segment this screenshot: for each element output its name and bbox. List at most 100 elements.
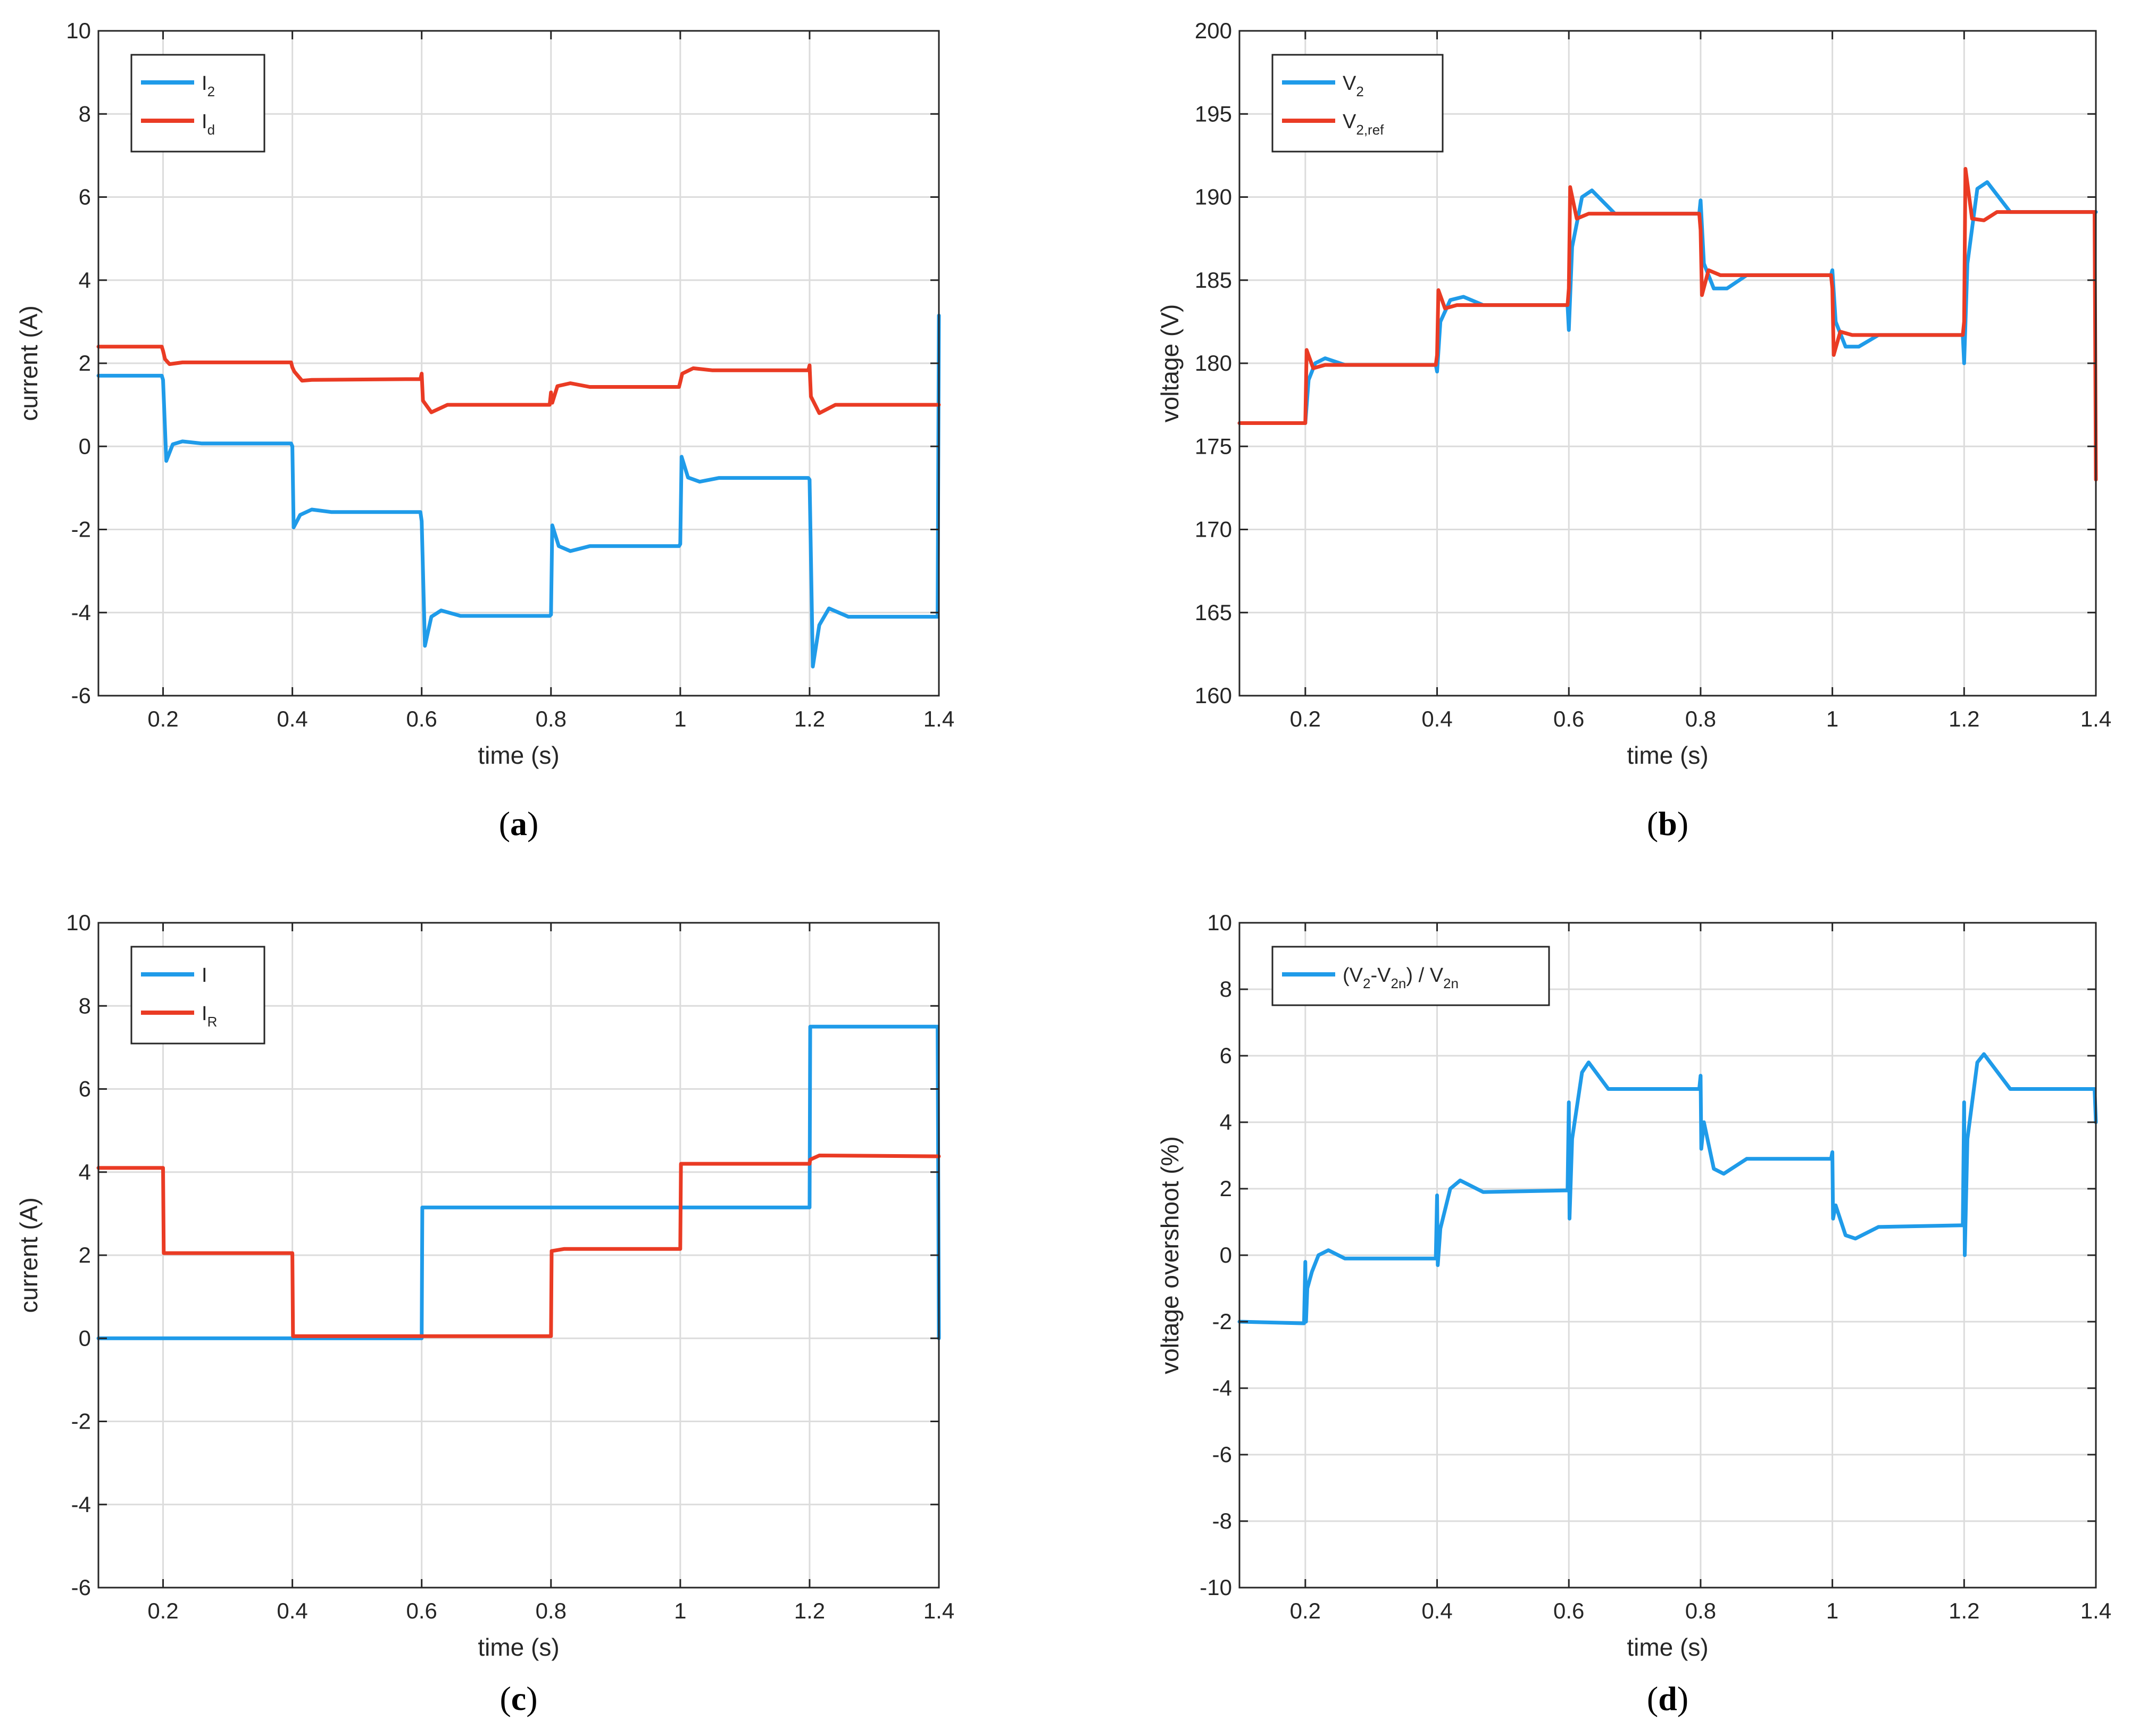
y-tick-label: -6	[71, 683, 91, 708]
y-axis-label: voltage overshoot (%)	[1156, 1136, 1184, 1374]
y-axis-label: current (A)	[15, 305, 43, 421]
y-tick-label: -8	[1212, 1508, 1232, 1533]
x-tick-label: 0.4	[277, 706, 307, 731]
x-axis-label: time (s)	[478, 1633, 559, 1661]
y-tick-label: 185	[1195, 268, 1232, 293]
legend: (V2​-V2n​) / V2n​	[1271, 946, 1550, 1006]
x-tick-label: 0.4	[1421, 1598, 1452, 1623]
y-tick-label: 195	[1195, 101, 1232, 126]
legend-label-I: I	[202, 964, 207, 987]
chart-panel-b: 0.2 0.4 0.6 0.8 1 1.2 1.4 160 165 170 175 180 185 190…	[1156, 18, 2111, 842]
legend-box	[130, 54, 265, 153]
y-tick-label: -2	[71, 1409, 91, 1434]
x-axis-label: time (s)	[1627, 741, 1708, 769]
y-tick-label: -2	[1212, 1309, 1232, 1334]
y-tick-label: 0	[79, 433, 91, 458]
y-tick-label: -4	[71, 1492, 91, 1517]
series-line-V2ref	[1237, 166, 2098, 482]
x-tick-label: 0.8	[1685, 1598, 1716, 1623]
y-tick-label: 4	[79, 1159, 91, 1184]
legend: I IR​	[130, 946, 265, 1045]
series-line-IR	[96, 1154, 941, 1338]
y-tick-label: 200	[1195, 18, 1232, 43]
x-tick-label: 1.2	[1949, 1598, 1979, 1623]
x-tick-label: 0.2	[147, 706, 178, 731]
y-tick-label: -4	[1212, 1375, 1232, 1400]
y-tick-label: -2	[71, 517, 91, 542]
x-tick-label: 0.2	[1290, 706, 1321, 731]
x-tick-label: 1.2	[794, 706, 825, 731]
y-tick-label: 165	[1195, 600, 1232, 625]
x-tick-label: 0.8	[1685, 706, 1716, 731]
x-tick-label: 0.6	[1553, 1598, 1584, 1623]
y-tick-label: 180	[1195, 350, 1232, 375]
legend-label-V2ref: V2,ref​	[1343, 111, 1384, 138]
legend: V2​ V2,ref​	[1271, 54, 1444, 153]
y-tick-label: 0	[79, 1325, 91, 1350]
x-tick-label: 1.2	[1949, 706, 1979, 731]
y-tick-label: -6	[71, 1575, 91, 1600]
y-tick-label: 8	[79, 993, 91, 1018]
x-tick-label: 0.2	[147, 1598, 178, 1623]
x-axis-label: time (s)	[1627, 1633, 1708, 1661]
y-tick-label: 2	[79, 1242, 91, 1267]
legend-label-IR: IR​	[202, 1003, 217, 1030]
y-tick-label: 10	[66, 910, 91, 935]
x-axis-label: time (s)	[478, 741, 559, 769]
panel-label: (c)	[500, 1680, 537, 1717]
x-tick-label: 1.4	[923, 706, 954, 731]
x-tick-label: 1.4	[2080, 706, 2111, 731]
series-line-overshoot	[1237, 1052, 2098, 1325]
x-tick-label: 0.8	[536, 1598, 567, 1623]
y-tick-label: 6	[79, 1076, 91, 1101]
y-tick-label: 8	[1220, 976, 1232, 1001]
y-tick-label: 0	[1220, 1242, 1232, 1267]
y-axis-label: voltage (V)	[1156, 304, 1184, 422]
y-tick-label: -10	[1200, 1575, 1232, 1600]
x-tick-label: 0.4	[1421, 706, 1452, 731]
legend-label-I2: I2​	[202, 72, 215, 99]
y-tick-label: 6	[1220, 1043, 1232, 1068]
x-tick-label: 1	[674, 1598, 686, 1623]
x-tick-label: 1	[1826, 1598, 1838, 1623]
y-tick-label: 190	[1195, 185, 1232, 210]
y-tick-label: 4	[1220, 1109, 1232, 1134]
x-tick-label: 1.4	[2080, 1598, 2111, 1623]
legend: I2​ Id​	[130, 54, 265, 153]
x-tick-label: 0.4	[277, 1598, 307, 1623]
legend-label-overshoot: (V2​-V2n​) / V2n​	[1343, 964, 1459, 991]
chart-panel-c: 0.2 0.4 0.6 0.8 1 1.2 1.4 -6 -4 -2 0 2 4 6 8 10 time (s)…	[15, 910, 954, 1717]
series-line-I	[96, 1024, 941, 1340]
legend-box	[1271, 54, 1444, 153]
y-tick-label: -6	[1212, 1442, 1232, 1467]
y-tick-label: 2	[1220, 1176, 1232, 1201]
y-tick-label: 10	[66, 18, 91, 43]
x-tick-label: 1	[1826, 706, 1838, 731]
panel-label: (b)	[1647, 805, 1688, 842]
panel-label: (d)	[1647, 1680, 1688, 1717]
x-tick-label: 0.6	[406, 1598, 437, 1623]
x-tick-label: 0.6	[1553, 706, 1584, 731]
y-tick-label: -4	[71, 600, 91, 625]
y-tick-label: 4	[79, 268, 91, 293]
x-tick-label: 1.2	[794, 1598, 825, 1623]
y-tick-label: 8	[79, 101, 91, 126]
legend-label-Id: Id​	[202, 111, 215, 138]
legend-label-V2: V2​	[1343, 72, 1364, 99]
y-tick-label: 175	[1195, 433, 1232, 458]
chart-panel-a: 0.2 0.4 0.6 0.8 1 1.2 1.4 -6 -4 -2 0 2 4 6 8 10 time (s)…	[15, 18, 954, 842]
x-tick-label: 1	[674, 706, 686, 731]
x-tick-label: 0.8	[536, 706, 567, 731]
x-tick-label: 1.4	[923, 1598, 954, 1623]
series-line-I2	[96, 313, 941, 669]
x-tick-label: 0.2	[1290, 1598, 1321, 1623]
chart-panel-d: 0.2 0.4 0.6 0.8 1 1.2 1.4 -10 -8 -6 -4 -2 0 2 4 6 8 10 tim…	[1156, 910, 2111, 1717]
x-tick-label: 0.6	[406, 706, 437, 731]
panel-label: (a)	[499, 805, 539, 842]
y-tick-label: 170	[1195, 517, 1232, 542]
legend-box	[130, 946, 265, 1045]
series-line-Id	[96, 345, 941, 415]
y-axis-label: current (A)	[15, 1197, 43, 1313]
y-tick-label: 160	[1195, 683, 1232, 708]
